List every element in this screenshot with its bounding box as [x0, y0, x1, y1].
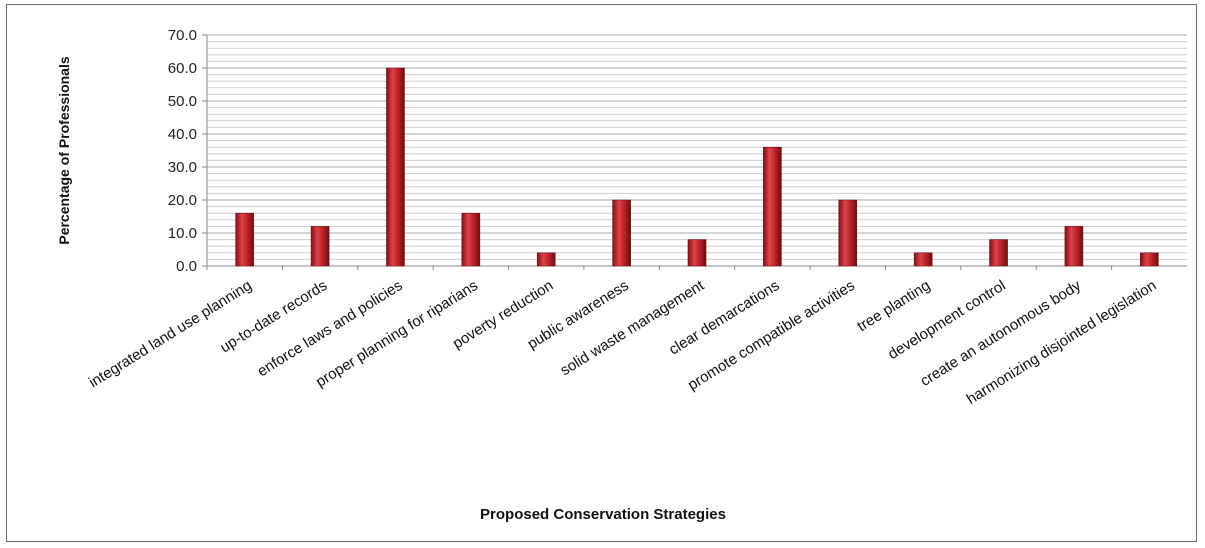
bars: [235, 67, 1159, 267]
bar: [310, 226, 330, 267]
bar: [687, 239, 707, 267]
bar: [838, 199, 858, 267]
bar: [612, 199, 631, 267]
y-tick-label: 0.0: [176, 258, 197, 275]
axes: [206, 35, 1187, 267]
y-tick-labels: 0.0 10.0 20.0 30.0 40.0 50.0 60.0 70.0: [168, 27, 207, 275]
x-category-label: solid waste management: [557, 277, 707, 380]
bar: [989, 239, 1008, 267]
y-tick-label: 20.0: [168, 192, 197, 209]
bar: [1064, 226, 1084, 267]
bar: [386, 67, 405, 267]
y-tick-label: 40.0: [168, 126, 197, 143]
bar: [1140, 252, 1159, 267]
bar: [461, 212, 481, 267]
y-tick-label: 10.0: [168, 225, 197, 242]
bar-chart: 0.0 10.0 20.0 30.0 40.0 50.0 60.0 70.0 integrat…: [56, 27, 1187, 523]
bar: [235, 212, 254, 267]
bar: [913, 252, 933, 267]
y-tick-label: 30.0: [168, 159, 197, 176]
x-axis-title: Proposed Conservation Strategies: [480, 506, 726, 523]
y-tick-label: 50.0: [168, 93, 197, 110]
y-axis-title: Percentage of Professionals: [56, 56, 72, 245]
chart-frame: 0.0 10.0 20.0 30.0 40.0 50.0 60.0 70.0 integrat…: [6, 4, 1197, 542]
y-tick-label: 70.0: [168, 27, 197, 44]
bar: [536, 252, 556, 267]
y-tick-label: 60.0: [168, 60, 197, 77]
bar: [763, 146, 782, 267]
gridlines: [207, 34, 1187, 260]
